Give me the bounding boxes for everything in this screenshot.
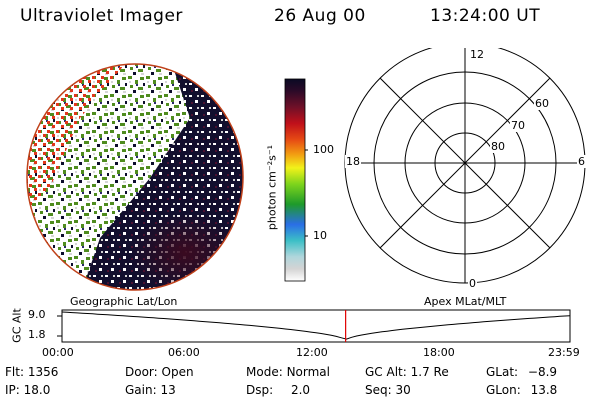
- time-label: 13:24:00 UT: [430, 6, 541, 26]
- intensity-colorbar: [284, 78, 308, 282]
- x-tick-0000: 00:00: [42, 346, 74, 359]
- status-glon: GLon: 13.8: [486, 383, 558, 397]
- x-tick-1200: 12:00: [296, 346, 328, 359]
- status-seq: Seq: 30: [365, 383, 411, 397]
- mlt-label-18: 18: [345, 155, 361, 168]
- status-gc-alt: GC Alt: 1.7 Re: [365, 365, 449, 379]
- status-mode: Mode: Normal: [246, 365, 330, 379]
- instrument-title: Ultraviolet Imager: [20, 6, 183, 26]
- status-gain: Gain: 13: [125, 383, 176, 397]
- apex-title: Apex MLat/MLT: [424, 295, 507, 308]
- date-label: 26 Aug 00: [274, 6, 366, 26]
- x-tick-2359: 23:59: [548, 346, 580, 359]
- colorbar-tick-100: 100: [313, 143, 334, 156]
- mlat-label-60: 60: [534, 97, 550, 110]
- mlt-label-0: 0: [468, 277, 477, 290]
- colorbar-tick-10: 10: [313, 229, 327, 242]
- x-tick-0600: 06:00: [168, 346, 200, 359]
- alt-axis-label: GC Alt: [10, 308, 24, 343]
- geographic-title: Geographic Lat/Lon: [70, 295, 178, 308]
- x-tick-1800: 18:00: [423, 346, 455, 359]
- status-ip: IP: 18.0: [5, 383, 51, 397]
- alt-tick-1-8: 1.8: [28, 328, 46, 341]
- status-flt: Flt: 1356: [5, 365, 59, 379]
- mlt-label-6: 6: [577, 155, 586, 168]
- colorbar-unit-label: photon cm⁻²s⁻¹: [265, 144, 279, 231]
- altitude-plot: [57, 309, 571, 343]
- mlat-label-70: 70: [510, 119, 526, 132]
- mlt-label-12: 12: [469, 48, 485, 61]
- polar-grid: [344, 48, 586, 284]
- mlat-label-80: 80: [490, 140, 506, 153]
- status-glat: GLat: −8.9: [486, 365, 558, 379]
- alt-tick-9: 9.0: [28, 308, 46, 321]
- auroral-image: [26, 63, 244, 291]
- altitude-curve: [61, 311, 571, 340]
- status-dsp: Dsp: 2.0: [246, 383, 311, 397]
- status-door: Door: Open: [125, 365, 194, 379]
